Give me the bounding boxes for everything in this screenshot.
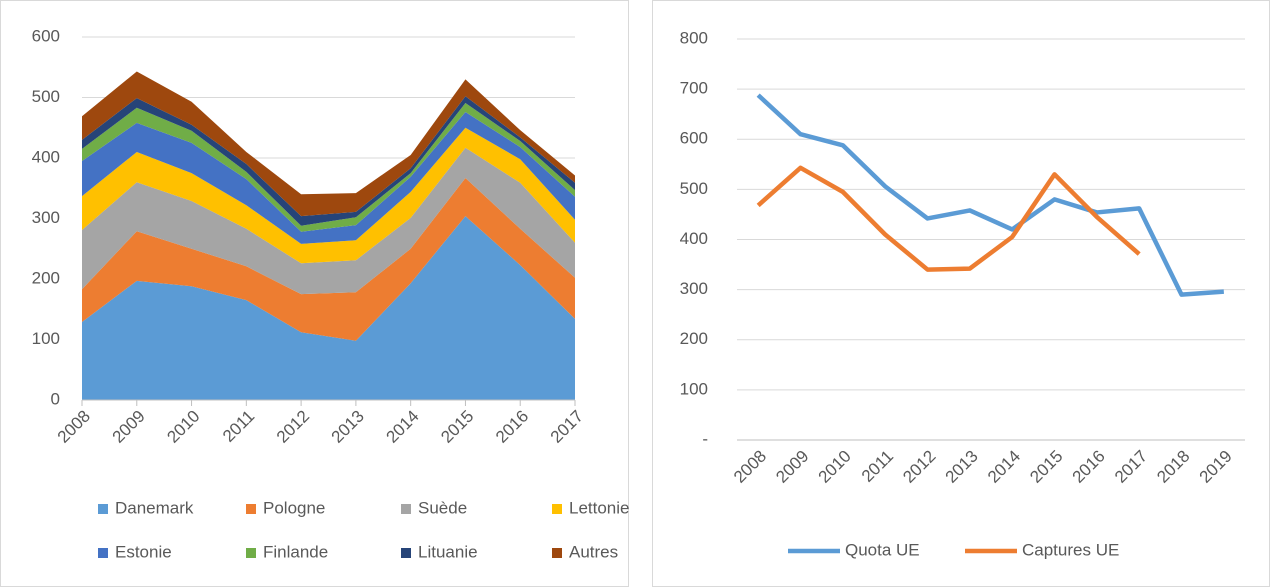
legend-label: Autres (569, 542, 618, 561)
y-tick-label: 800 (680, 28, 708, 47)
y-tick-label: 400 (680, 229, 708, 248)
legend-label: Pologne (263, 498, 325, 517)
area (82, 147, 575, 295)
legend-label: Finlande (263, 542, 328, 561)
y-tick-label: 500 (32, 87, 60, 106)
y-tick-label: 100 (32, 329, 60, 348)
y-tick-label: 0 (51, 389, 60, 408)
y-tick-label: 700 (680, 79, 708, 98)
area (82, 127, 575, 264)
panel-right (652, 0, 1270, 587)
y-tick-label: 400 (32, 147, 60, 166)
y-tick-label: 600 (32, 26, 60, 45)
legend-swatch (246, 548, 256, 558)
area (82, 102, 575, 232)
y-tick-label: 200 (32, 268, 60, 287)
y-tick-label: 600 (680, 129, 708, 148)
legend-swatch (552, 504, 562, 514)
y-tick-label: 200 (680, 329, 708, 348)
area (82, 177, 575, 341)
legend-label: Suède (418, 498, 467, 517)
legend-swatch (552, 548, 562, 558)
legend-swatch (401, 548, 411, 558)
legend-label: Lituanie (418, 542, 478, 561)
legend-label: Lettonie (569, 498, 630, 517)
line (756, 93, 1224, 297)
area (82, 71, 575, 217)
y-tick-label: - (702, 429, 708, 448)
line (756, 165, 1141, 272)
legend-label: Quota UE (845, 540, 920, 559)
y-tick-label: 300 (680, 279, 708, 298)
legend-swatch (98, 548, 108, 558)
area (82, 96, 575, 226)
area (82, 216, 575, 400)
y-tick-label: 300 (32, 208, 60, 227)
legend-swatch (401, 504, 411, 514)
legend-label: Danemark (115, 498, 194, 517)
legend-swatch (246, 504, 256, 514)
y-tick-label: 500 (680, 179, 708, 198)
legend-swatch (98, 504, 108, 514)
legend-label: Captures UE (1022, 540, 1119, 559)
y-tick-label: 100 (680, 379, 708, 398)
legend-label: Estonie (115, 542, 172, 561)
